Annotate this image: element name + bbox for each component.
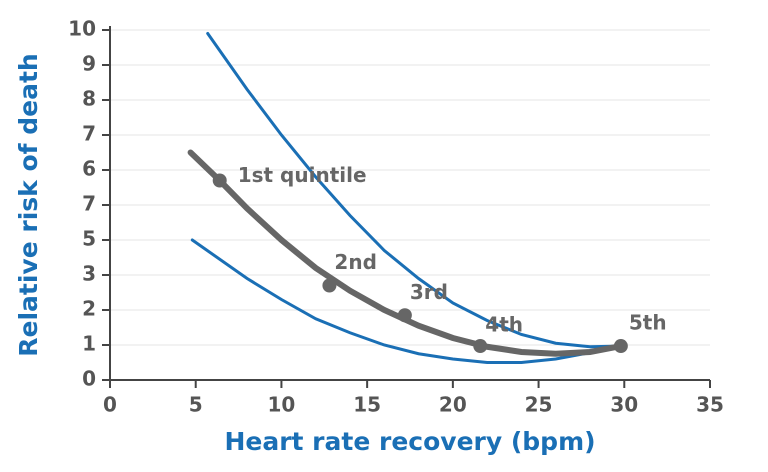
point	[397, 308, 412, 323]
x-tick-label: 15	[353, 393, 381, 417]
y-tick-label: 8	[82, 87, 96, 111]
y-tick-label: 1	[82, 332, 96, 356]
y-tick-label: 5	[82, 227, 96, 251]
x-tick-label: 25	[525, 393, 553, 417]
x-axis-title: Heart rate recovery (bpm)	[224, 427, 595, 456]
x-tick-label: 10	[268, 393, 296, 417]
point	[322, 278, 337, 293]
point-label: 5th	[629, 311, 667, 335]
y-axis-title: Relative risk of death	[14, 53, 43, 356]
point-label: 1st quintile	[238, 163, 367, 187]
point-label: 4th	[485, 313, 523, 337]
x-tick-label: 20	[439, 393, 467, 417]
y-tick-label: 0	[82, 367, 96, 391]
y-tick-label: 6	[82, 157, 96, 181]
curve	[206, 32, 626, 349]
y-tick-label: 7	[82, 122, 96, 146]
y-tick-label: 2	[82, 297, 96, 321]
x-tick-label: 0	[103, 393, 117, 417]
point	[613, 339, 628, 354]
y-tick-label: 3	[82, 262, 96, 286]
y-tick-label: 9	[82, 52, 96, 76]
y-tick-label: 7	[82, 192, 96, 216]
y-tick-label: 10	[68, 17, 96, 41]
point	[473, 339, 488, 354]
point-label: 3rd	[410, 280, 448, 304]
x-tick-label: 30	[610, 393, 638, 417]
point-label: 2nd	[334, 250, 376, 274]
x-tick-label: 5	[189, 393, 203, 417]
point	[212, 173, 227, 188]
x-tick-label: 35	[696, 393, 724, 417]
curve	[190, 238, 626, 364]
